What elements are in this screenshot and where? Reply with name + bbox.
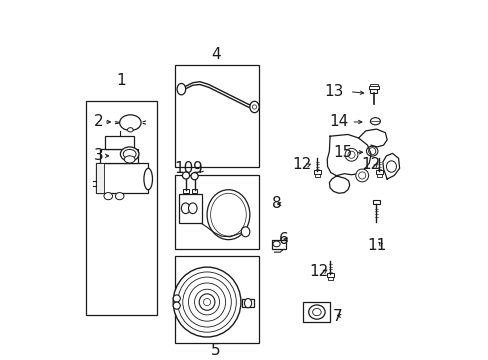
Bar xyxy=(175,65,258,167)
Bar xyxy=(272,240,285,248)
Text: 3: 3 xyxy=(93,148,103,163)
Ellipse shape xyxy=(120,115,141,131)
Ellipse shape xyxy=(104,193,112,200)
Ellipse shape xyxy=(124,156,135,163)
Bar xyxy=(372,200,379,204)
Ellipse shape xyxy=(386,161,396,172)
Ellipse shape xyxy=(183,277,231,327)
Bar xyxy=(178,194,201,222)
Ellipse shape xyxy=(308,305,325,319)
Ellipse shape xyxy=(127,128,133,132)
Ellipse shape xyxy=(199,294,214,310)
Ellipse shape xyxy=(347,151,354,158)
Ellipse shape xyxy=(181,203,189,213)
Bar xyxy=(96,163,148,193)
Ellipse shape xyxy=(244,298,251,308)
Bar xyxy=(313,170,320,174)
Text: 11: 11 xyxy=(366,238,386,252)
Circle shape xyxy=(252,105,256,109)
Bar xyxy=(368,86,378,89)
Ellipse shape xyxy=(312,309,321,316)
Text: 14: 14 xyxy=(329,114,348,130)
Bar xyxy=(303,302,329,322)
Ellipse shape xyxy=(345,148,357,161)
Circle shape xyxy=(203,298,210,306)
FancyArrowPatch shape xyxy=(142,121,145,122)
Text: 6: 6 xyxy=(278,232,288,247)
FancyArrowPatch shape xyxy=(143,123,145,124)
Bar xyxy=(375,170,382,174)
Bar xyxy=(327,277,332,280)
Ellipse shape xyxy=(358,172,365,179)
Ellipse shape xyxy=(366,146,377,156)
Text: 12: 12 xyxy=(361,157,380,172)
Ellipse shape xyxy=(249,101,259,113)
Bar xyxy=(242,298,254,307)
Bar xyxy=(191,189,197,193)
Ellipse shape xyxy=(188,203,197,213)
Bar xyxy=(175,175,258,248)
Bar xyxy=(96,163,103,193)
Ellipse shape xyxy=(123,149,136,159)
Ellipse shape xyxy=(272,241,280,247)
Ellipse shape xyxy=(188,283,225,321)
Ellipse shape xyxy=(182,172,189,179)
Text: 13: 13 xyxy=(324,84,343,99)
Ellipse shape xyxy=(194,289,219,315)
Ellipse shape xyxy=(173,295,180,302)
Ellipse shape xyxy=(120,147,139,161)
Ellipse shape xyxy=(143,168,152,190)
Ellipse shape xyxy=(210,193,246,236)
Ellipse shape xyxy=(355,169,368,182)
Text: 9: 9 xyxy=(193,161,203,176)
Text: 4: 4 xyxy=(211,47,220,62)
Bar xyxy=(175,256,258,343)
Ellipse shape xyxy=(115,193,123,200)
Ellipse shape xyxy=(191,172,198,180)
Bar xyxy=(369,84,377,86)
Bar xyxy=(369,89,376,94)
Ellipse shape xyxy=(173,267,241,337)
Bar xyxy=(100,149,137,163)
Ellipse shape xyxy=(241,227,249,237)
Text: 2: 2 xyxy=(93,114,103,130)
Bar xyxy=(314,174,319,177)
Ellipse shape xyxy=(177,84,185,95)
Text: 12: 12 xyxy=(291,157,310,172)
Ellipse shape xyxy=(173,302,180,309)
Text: 10: 10 xyxy=(174,161,193,176)
Text: 8: 8 xyxy=(271,197,281,211)
Ellipse shape xyxy=(369,118,380,125)
Bar xyxy=(85,100,157,315)
Bar xyxy=(105,136,134,149)
Bar xyxy=(183,189,188,193)
Bar xyxy=(376,174,381,177)
Bar xyxy=(326,273,333,277)
Text: 12: 12 xyxy=(309,264,328,279)
Text: 7: 7 xyxy=(332,309,341,324)
Text: 5: 5 xyxy=(211,343,220,358)
Ellipse shape xyxy=(206,190,249,240)
Ellipse shape xyxy=(368,148,375,155)
Ellipse shape xyxy=(178,272,236,332)
Text: 15: 15 xyxy=(332,145,351,160)
Text: 1: 1 xyxy=(117,73,126,89)
